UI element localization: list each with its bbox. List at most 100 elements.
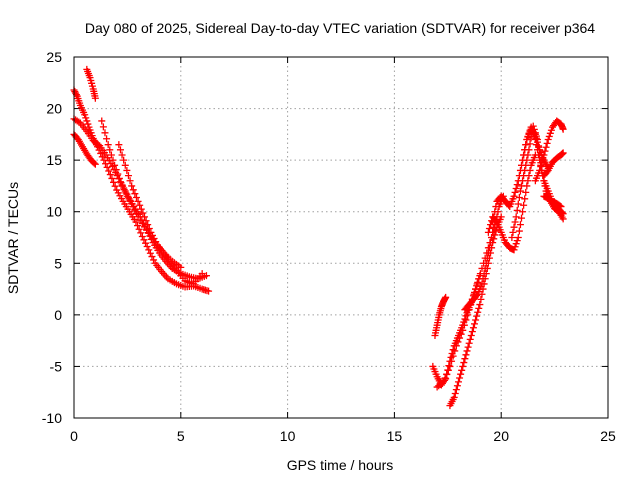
- data-point-plus: [132, 194, 140, 202]
- data-point-plus: [120, 186, 128, 194]
- data-point-plus: [519, 208, 527, 216]
- data-point-plus: [109, 156, 117, 164]
- data-point-plus: [517, 214, 525, 222]
- data-point-plus: [556, 202, 564, 210]
- data-point-plus: [461, 355, 469, 363]
- data-point-plus: [136, 201, 144, 209]
- data-point-plus: [521, 166, 529, 174]
- series-arc-8: [431, 293, 450, 339]
- series-arc-2: [70, 86, 213, 295]
- data-point-plus: [142, 217, 150, 225]
- data-point-plus: [534, 146, 542, 154]
- data-point-plus: [511, 218, 519, 226]
- data-point-plus: [484, 228, 492, 236]
- y-tick-label: 20: [46, 101, 62, 117]
- data-point-plus: [497, 213, 505, 221]
- data-point-plus: [119, 182, 127, 190]
- data-point-plus: [539, 155, 547, 163]
- data-point-plus: [491, 208, 499, 216]
- data-point-plus: [144, 221, 152, 229]
- data-point-plus: [452, 342, 460, 350]
- data-point-plus: [75, 118, 83, 126]
- data-point-plus: [117, 179, 125, 187]
- data-point-plus: [105, 167, 113, 175]
- data-point-plus: [510, 192, 518, 200]
- data-point-plus: [71, 88, 79, 96]
- data-point-plus: [492, 217, 500, 225]
- data-point-plus: [145, 224, 153, 232]
- data-point-plus: [512, 240, 520, 248]
- data-point-plus: [177, 263, 185, 271]
- data-point-plus: [465, 339, 473, 347]
- y-tick-label: -10: [42, 410, 62, 426]
- y-tick-label: -5: [50, 358, 63, 374]
- data-point-plus: [84, 120, 92, 128]
- data-point-plus: [460, 321, 468, 329]
- data-point-plus: [143, 243, 151, 251]
- data-point-plus: [473, 292, 481, 300]
- data-point-plus: [530, 132, 538, 140]
- data-point-plus: [542, 143, 550, 151]
- y-tick-label: 10: [46, 204, 62, 220]
- data-point-plus: [91, 160, 99, 168]
- data-point-plus: [202, 272, 210, 280]
- data-point-plus: [451, 390, 459, 398]
- data-point-plus: [485, 224, 493, 232]
- data-point-plus: [134, 222, 142, 230]
- data-point-plus: [464, 311, 472, 319]
- data-point-plus: [540, 151, 548, 159]
- data-point-plus: [114, 170, 122, 178]
- data-point-plus: [510, 223, 518, 231]
- data-point-plus: [528, 126, 536, 134]
- data-point-plus: [72, 89, 80, 97]
- data-point-plus: [488, 234, 496, 241]
- series-arc-11: [461, 218, 499, 314]
- data-point-plus: [517, 182, 525, 190]
- data-point-plus: [522, 161, 530, 169]
- data-point-plus: [512, 185, 520, 193]
- data-point-plus: [198, 270, 206, 278]
- data-point-plus: [135, 225, 143, 233]
- data-point-plus: [546, 129, 554, 137]
- data-point-plus: [90, 159, 98, 167]
- data-point-plus: [91, 94, 99, 102]
- data-point-plus: [140, 236, 148, 244]
- data-point-plus: [115, 141, 123, 149]
- data-point-plus: [99, 123, 107, 131]
- data-point-plus: [438, 379, 446, 387]
- data-point-plus: [115, 174, 123, 182]
- data-point-plus: [467, 331, 475, 339]
- data-point-plus: [527, 134, 535, 142]
- data-point-plus: [527, 123, 535, 131]
- data-point-plus: [124, 172, 132, 180]
- data-point-plus: [510, 246, 518, 254]
- data-point-plus: [531, 136, 539, 144]
- data-point-plus: [511, 243, 519, 251]
- data-point-plus: [469, 324, 477, 332]
- data-point-plus: [205, 287, 213, 295]
- data-point-plus: [123, 166, 131, 174]
- data-point-plus: [519, 156, 527, 164]
- data-point-plus: [515, 194, 523, 202]
- data-point-plus: [482, 259, 490, 267]
- data-point-plus: [471, 320, 478, 328]
- data-point-plus: [559, 125, 567, 133]
- data-point-plus: [457, 330, 465, 338]
- data-point-plus: [453, 382, 461, 390]
- data-point-plus: [121, 161, 129, 169]
- data-point-plus: [83, 117, 91, 125]
- series-arc-1: [83, 65, 99, 102]
- data-point-plus: [559, 210, 567, 218]
- data-point-plus: [106, 171, 114, 179]
- data-point-plus: [449, 352, 457, 360]
- data-point-plus: [145, 246, 153, 254]
- data-point-plus: [449, 346, 457, 354]
- data-point-plus: [472, 316, 480, 324]
- data-point-plus: [456, 334, 464, 342]
- x-tick-label: 10: [280, 428, 296, 444]
- x-axis-label: GPS time / hours: [287, 457, 394, 473]
- data-point-plus: [522, 141, 530, 149]
- data-point-plus: [454, 338, 462, 346]
- data-point-plus: [537, 163, 545, 171]
- data-point-plus: [148, 231, 156, 239]
